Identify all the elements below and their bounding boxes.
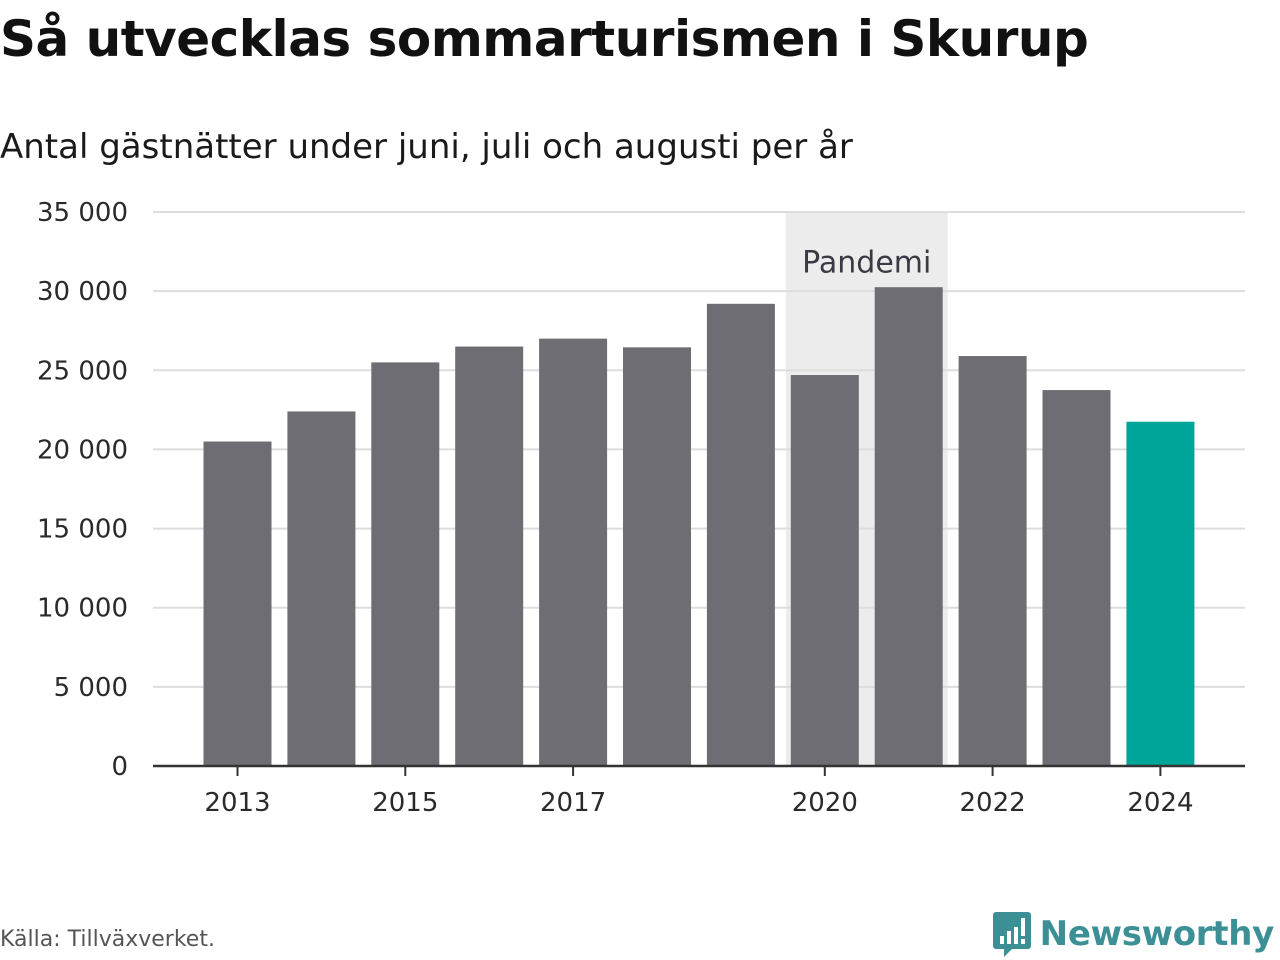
bar xyxy=(455,346,524,766)
bar xyxy=(287,411,356,766)
bar xyxy=(1042,390,1111,766)
y-tick-label: 20 000 xyxy=(37,435,128,465)
x-tick-label: 2024 xyxy=(1127,788,1193,818)
x-tick-label: 2017 xyxy=(540,788,606,818)
y-tick-label: 15 000 xyxy=(37,515,128,545)
x-tick-label: 2020 xyxy=(792,788,858,818)
bar-chart-speech-bubble-icon xyxy=(992,912,1031,957)
annotation-label: Pandemi xyxy=(802,246,931,281)
x-tick-label: 2013 xyxy=(204,788,270,818)
bar xyxy=(539,338,608,766)
brand-name: Newsworthy xyxy=(1039,914,1275,954)
y-tick-label: 30 000 xyxy=(37,277,128,307)
y-tick-label: 25 000 xyxy=(37,356,128,386)
chart-title: Så utvecklas sommarturismen i Skurup xyxy=(0,10,1089,68)
y-tick-label: 5 000 xyxy=(54,673,128,703)
bar xyxy=(371,362,440,766)
bar-chart: Pandemi 0 5 000 10 000 15 000 20 000 25 000 30 … xyxy=(37,198,1245,818)
bar-highlight xyxy=(1126,421,1195,766)
y-tick-label: 10 000 xyxy=(37,594,128,624)
bar xyxy=(706,303,775,766)
bar xyxy=(790,375,859,766)
bar xyxy=(958,356,1027,766)
chart-subtitle: Antal gästnätter under juni, juli och au… xyxy=(0,127,853,167)
x-tick-label: 2015 xyxy=(372,788,438,818)
y-tick-label: 35 000 xyxy=(37,198,128,228)
bar xyxy=(203,441,272,766)
x-tick-label: 2022 xyxy=(960,788,1026,818)
bar xyxy=(623,347,691,766)
y-tick-label: 0 xyxy=(111,752,128,782)
source-note: Källa: Tillväxverket. xyxy=(0,927,215,952)
bar xyxy=(874,287,943,766)
brand-logo: Newsworthy xyxy=(992,910,1274,958)
